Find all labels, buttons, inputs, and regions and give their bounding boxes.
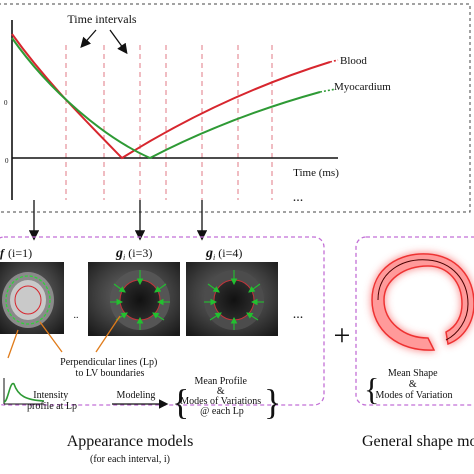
shape-model-title: General shape mo — [362, 433, 474, 450]
myocardium-curve — [11, 37, 321, 160]
interval-label-3: gi (i=3) — [115, 246, 152, 262]
blood-curve-dashed-tail — [329, 59, 339, 63]
interval-label-4: gi (i=4) — [205, 246, 242, 262]
appearance-models-subtitle: (for each interval, i) — [90, 454, 170, 465]
mean-shape-outline — [377, 259, 469, 341]
mri-image-interval-3 — [88, 262, 180, 336]
x-axis-label: Time (ms) — [293, 167, 339, 179]
mean-profile-label: Mean Profile & Modes of Variations @ eac… — [180, 376, 263, 417]
chart-ellipsis: ... — [293, 190, 304, 205]
orange-pointer-arrows — [7, 315, 121, 359]
perpendicular-lines-label: Perpendicular lines (Lp) to LV boundarie… — [60, 357, 160, 379]
appearance-models-title: Appearance models — [67, 433, 194, 450]
shape-brace-left: { — [364, 371, 379, 407]
brace-right: } — [264, 382, 281, 422]
time-intervals-arrow-right — [109, 29, 128, 55]
signal-curves-chart: 0 0 Time intervals Blood Myocardium Time… — [0, 3, 471, 213]
shape-model-panel: { Mean Shape & Modes of Variation Genera… — [355, 236, 474, 450]
images-ellipsis: ... — [293, 307, 304, 322]
mean-shape-label: Mean Shape & Modes of Variation — [375, 368, 452, 401]
chart-dashed-frame — [0, 3, 471, 213]
modeling-label: Modeling — [117, 390, 156, 401]
brace-left: { — [172, 382, 189, 422]
plus-sign: + — [334, 319, 351, 352]
legend-myocardium: Myocardium — [334, 81, 391, 93]
myocardium-curve-dashed-tail — [319, 88, 337, 93]
blood-curve — [11, 33, 331, 160]
intensity-profile-label: Intensity profile at Lp — [27, 390, 77, 412]
y-tick-mark-1: 0 — [4, 99, 8, 107]
mri-image-interval-1 — [0, 262, 64, 334]
mri-image-interval-4 — [186, 262, 278, 336]
images-ellipsis-small: .. — [74, 310, 79, 321]
y-tick-mark-2: 0 — [5, 157, 9, 165]
mean-shape-ring — [371, 253, 474, 351]
intensity-profile-plot — [3, 378, 45, 405]
time-intervals-label: Time intervals — [67, 12, 137, 26]
appearance-model-panel: f (i=1) gi (i=3) gi (i=4) — [0, 236, 325, 465]
interval-label-1: f (i=1) — [0, 246, 32, 260]
interval-guides — [65, 45, 273, 200]
interval-arrows — [28, 200, 208, 241]
legend-blood: Blood — [340, 55, 367, 67]
shape-panel-frame — [355, 236, 474, 406]
time-intervals-arrow-left — [80, 29, 97, 48]
